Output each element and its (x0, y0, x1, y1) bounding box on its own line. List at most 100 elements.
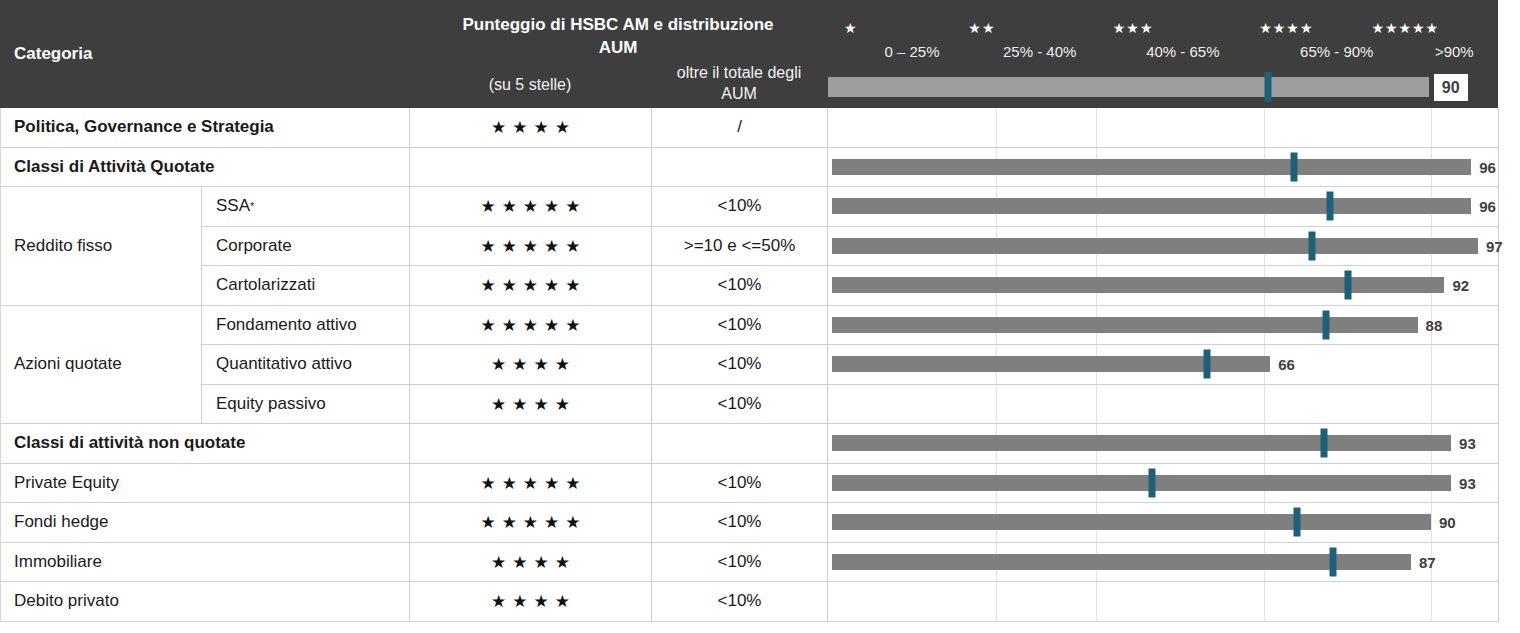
aum-cell: >=10 e <=50% (652, 227, 828, 267)
category-cell: SSA* (202, 187, 410, 227)
benchmark-marker (1203, 350, 1210, 379)
stars-cell: ★★★★ (410, 385, 652, 425)
aum-cell: <10% (652, 345, 828, 385)
gridline (1096, 108, 1097, 147)
bar-value-label: 96 (1479, 158, 1496, 175)
category-cell: Equity passivo (202, 385, 410, 425)
aum-bar (832, 238, 1478, 254)
chart-cell (828, 108, 1499, 148)
category-label: Quantitativo attivo (216, 354, 352, 374)
category-label: Politica, Governance e Strategia (14, 117, 274, 137)
chart-cell: 93 (828, 464, 1499, 504)
category-label: Private Equity (14, 473, 119, 493)
aum-cell: <10% (652, 543, 828, 583)
legend-scale-bar (828, 77, 1429, 97)
legend-range-label: 0 – 25% (885, 43, 940, 60)
chart-cell: 97 (828, 227, 1499, 267)
chart-cell (828, 582, 1499, 622)
category-cell: Immobiliare (1, 543, 410, 583)
bar-value-label: 93 (1459, 435, 1476, 452)
category-cell: Private Equity (1, 464, 410, 504)
aum-bar (832, 435, 1451, 451)
bar-value-label: 96 (1479, 198, 1496, 215)
aum-cell (652, 424, 828, 464)
aum-cell: <10% (652, 582, 828, 622)
stars-cell: ★★★★★ (410, 187, 652, 227)
star-range-legend: 90 ★0 – 25%★★25% - 40%★★★40% - 65%★★★★65… (824, 0, 1496, 108)
group-cell: Azioni quotate (1, 306, 202, 425)
legend-stars-4: ★★★★ (1259, 20, 1313, 36)
benchmark-marker (1323, 310, 1330, 339)
category-cell: Debito privato (1, 582, 410, 622)
aum-bar (832, 475, 1451, 491)
aum-cell: <10% (652, 464, 828, 504)
column-header-categoria: Categoria (14, 44, 92, 64)
stars-cell: ★★★★ (410, 543, 652, 583)
aum-bar (832, 514, 1431, 530)
benchmark-marker (1320, 429, 1327, 458)
chart-cell: 93 (828, 424, 1499, 464)
gridline (1096, 582, 1097, 621)
category-label: Immobiliare (14, 552, 102, 572)
table-header: Categoria Punteggio di HSBC AM e distrib… (0, 0, 1498, 108)
bar-value-label: 92 (1452, 277, 1469, 294)
bar-value-label: 90 (1439, 514, 1456, 531)
legend-stars-5: ★★★★★ (1371, 20, 1439, 36)
table-body: Politica, Governance e Strategia★★★★/Cla… (0, 108, 1498, 622)
score-group-title: Punteggio di HSBC AM e distribuzione AUM (443, 13, 793, 59)
chart-cell: 90 (828, 503, 1499, 543)
gridline (1431, 582, 1432, 621)
gridline (996, 582, 997, 621)
stars-cell: ★★★★ (410, 345, 652, 385)
legend-stars-2: ★★ (968, 20, 995, 36)
aum-cell: <10% (652, 306, 828, 346)
stars-cell: ★★★★★ (410, 266, 652, 306)
aum-cell: <10% (652, 503, 828, 543)
category-cell: Corporate (202, 227, 410, 267)
benchmark-marker (1309, 231, 1316, 260)
stars-cell (410, 148, 652, 188)
legend-benchmark-marker (1264, 72, 1271, 102)
aum-cell (652, 148, 828, 188)
stars-cell: ★★★★★ (410, 464, 652, 504)
category-cell: Quantitativo attivo (202, 345, 410, 385)
legend-range-label: 40% - 65% (1146, 43, 1219, 60)
chart-cell: 88 (828, 306, 1499, 346)
category-label: Equity passivo (216, 394, 326, 414)
category-label: Fondamento attivo (216, 315, 357, 335)
benchmark-marker (1329, 547, 1336, 576)
group-cell: Reddito fisso (1, 187, 202, 306)
category-label: Debito privato (14, 591, 119, 611)
bar-value-label: 93 (1459, 474, 1476, 491)
aum-cell: <10% (652, 187, 828, 227)
stars-cell: ★★★★ (410, 108, 652, 148)
gridline (1096, 385, 1097, 424)
chart-cell: 87 (828, 543, 1499, 583)
legend-scale-value: 90 (1434, 74, 1468, 101)
chart-cell: 66 (828, 345, 1499, 385)
aum-bar (832, 159, 1471, 175)
legend-range-label: 65% - 90% (1300, 43, 1373, 60)
bar-value-label: 88 (1426, 316, 1443, 333)
benchmark-marker (1290, 152, 1297, 181)
gridline (1431, 503, 1432, 542)
category-label: Fondi hedge (14, 512, 109, 532)
chart-cell: 96 (828, 148, 1499, 188)
category-label: Corporate (216, 236, 292, 256)
category-cell: Politica, Governance e Strategia (1, 108, 410, 148)
bar-value-label: 97 (1486, 237, 1503, 254)
legend-stars-1: ★ (844, 20, 858, 36)
stars-cell: ★★★★★ (410, 503, 652, 543)
category-cell: Classi di Attività Quotate (1, 148, 410, 188)
benchmark-marker (1326, 192, 1333, 221)
chart-cell (828, 385, 1499, 425)
chart-cell: 96 (828, 187, 1499, 227)
column-header-score-group: Punteggio di HSBC AM e distribuzione AUM (409, 13, 827, 59)
aum-subheader-text: oltre il totale degli AUM (662, 62, 817, 104)
category-cell: Fondamento attivo (202, 306, 410, 346)
gridline (1431, 345, 1432, 384)
aum-bar (832, 554, 1411, 570)
legend-range-label: 25% - 40% (1003, 43, 1076, 60)
category-label: Classi di attività non quotate (14, 433, 245, 453)
gridline (1264, 108, 1265, 147)
